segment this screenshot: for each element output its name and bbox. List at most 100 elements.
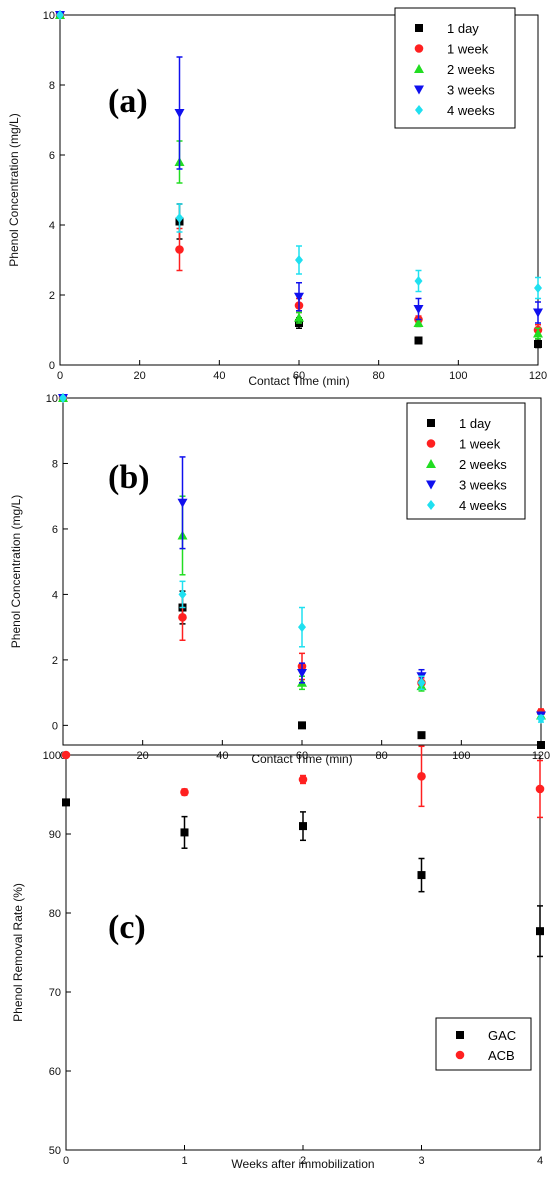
data-point [533,328,543,338]
series-acb [61,745,545,819]
data-point [178,613,187,622]
legend: 1 day 1 week 2 weeks 3 weeks 4 weeks [406,402,526,520]
x-tick-label: 60 [293,370,305,382]
legend-marker [415,105,423,115]
y-tick-label: 90 [49,829,61,841]
data-point [413,305,424,314]
data-point [297,668,307,678]
x-tick-label: 120 [529,370,547,382]
data-point [294,312,304,322]
data-point [62,798,70,807]
legend-marker [415,24,423,32]
x-tick-label: 100 [449,370,467,382]
data-point [534,283,542,293]
y-tick-label: 4 [49,220,55,232]
data-point [298,775,308,784]
y-tick-label: 2 [52,655,58,667]
legend-label: 1 week [447,42,489,57]
legend-marker [414,64,424,73]
legend-label: 4 weeks [447,103,495,118]
data-point [414,276,423,286]
x-tick-label: 4 [537,1155,543,1167]
panel-label: (a) [108,83,148,120]
data-point [56,10,64,20]
y-tick-label: 8 [52,458,58,470]
panel-label: (b) [108,459,150,496]
data-point [298,622,306,633]
data-point [59,393,67,403]
y-tick-label: 70 [49,987,61,999]
legend-marker [426,439,436,448]
x-tick-label: 20 [134,370,146,382]
legend: 1 day 1 week 2 weeks 3 weeks 4 weeks [394,7,516,129]
legend-label: 1 day [447,21,479,36]
legend-label: 4 weeks [459,498,507,513]
data-point [180,787,189,797]
data-point [537,741,545,749]
legend-label: 2 weeks [459,457,507,472]
legend-marker [427,500,435,510]
data-point [177,498,188,508]
y-tick-label: 60 [49,1066,61,1078]
y-tick-label: 80 [49,908,61,920]
data-point [299,822,307,831]
legend-label: ACB [488,1048,515,1063]
data-point [294,292,304,302]
series-4-weeks [56,10,542,300]
y-tick-label: 50 [49,1145,61,1157]
data-point [534,340,542,348]
legend: GAC ACB [435,1017,532,1071]
panel-label: (c) [108,909,146,946]
data-point [417,871,426,880]
data-point [533,308,543,318]
legend-marker [427,419,435,427]
data-point [61,750,71,760]
legend-box [435,1017,532,1071]
data-point [417,772,426,781]
data-point [295,255,303,265]
legend-marker [456,1031,464,1039]
x-tick-label: 60 [296,750,308,762]
y-tick-label: 0 [49,360,55,372]
x-tick-label: 40 [216,750,228,762]
data-point [417,731,426,740]
data-point [175,245,184,254]
x-tick-label: 2 [300,1155,306,1167]
y-tick-label: 8 [49,80,55,92]
panel-a: 0 20 40 60 80 100 120 0 2 4 6 8 10 Contact Time (min)… [7,7,547,388]
legend-marker [414,44,424,53]
y-tick-label: 0 [52,720,58,732]
legend-marker [455,1050,465,1060]
data-point [417,677,426,688]
y-tick-label: 2 [49,290,55,302]
x-tick-label: 100 [452,750,470,762]
x-tick-label: 0 [63,1155,69,1167]
y-tick-label: 6 [52,524,58,536]
y-axis-title: Phenol Concentration (mg/L) [9,495,23,648]
x-tick-label: 3 [418,1155,424,1167]
data-point [536,927,544,936]
legend-label: 3 weeks [447,83,495,98]
legend-marker [426,459,436,468]
legend-marker [426,480,436,490]
data-point [178,589,187,600]
legend-label: 1 week [459,437,501,452]
x-tick-label: 80 [373,370,385,382]
x-tick-label: 0 [57,370,63,382]
legend-label: GAC [488,1028,516,1043]
legend-marker [414,85,424,95]
data-point [298,721,306,730]
data-point [175,213,184,223]
data-point [537,713,545,724]
y-tick-label: 100 [43,750,61,762]
x-axis-title: Weeks after immobilization [231,1157,374,1171]
y-tick-label: 10 [46,393,58,405]
y-tick-label: 10 [43,10,55,22]
x-tick-label: 20 [137,750,149,762]
legend-label: 3 weeks [459,478,507,493]
legend-label: 1 day [459,416,491,431]
data-point [180,828,189,837]
x-tick-label: 120 [532,750,550,762]
x-tick-label: 40 [213,370,225,382]
